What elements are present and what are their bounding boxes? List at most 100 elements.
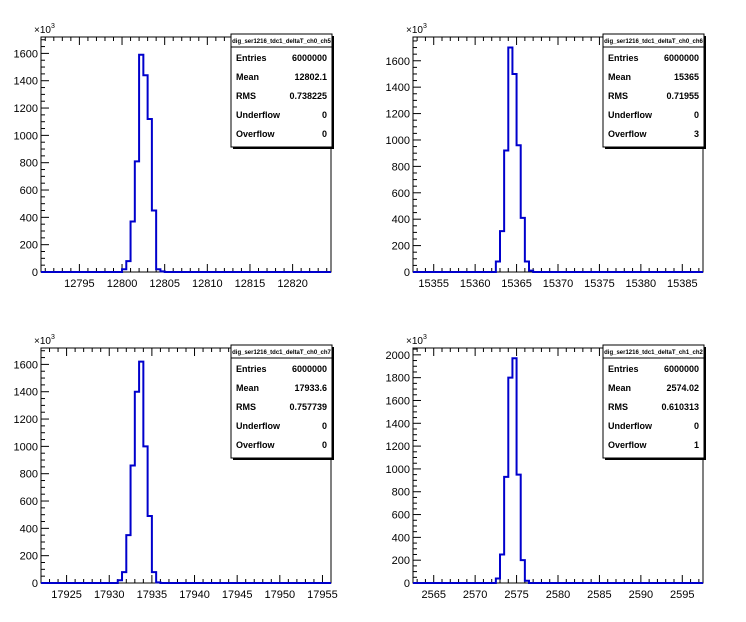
histogram-bin	[517, 475, 521, 583]
x-tick-label: 17950	[265, 589, 296, 601]
x-tick-label: 17940	[179, 589, 210, 601]
y-tick-label: 800	[392, 161, 410, 173]
histogram-bin	[152, 211, 156, 272]
stats-value: 0	[694, 110, 699, 120]
histogram-bin	[126, 535, 130, 583]
y-tick-label: 1600	[386, 395, 410, 407]
y-exponent-label: ×103	[34, 23, 55, 36]
y-tick-label: 400	[392, 532, 410, 544]
histogram-outline	[413, 357, 703, 584]
stats-label: Underflow	[608, 110, 653, 120]
stats-value: 0	[694, 421, 699, 431]
stats-label: Underflow	[608, 421, 653, 431]
x-tick-label: 2570	[463, 589, 487, 601]
exponent-base: ×10	[34, 336, 51, 347]
y-tick-label: 400	[20, 212, 38, 224]
y-tick-label: 1600	[14, 359, 38, 371]
y-tick-label: 200	[392, 555, 410, 567]
stats-value: 2574.02	[666, 383, 699, 393]
histogram-bin	[148, 516, 152, 583]
histogram-bin	[508, 48, 512, 272]
stats-label: Entries	[608, 364, 639, 374]
stats-label: RMS	[608, 91, 628, 101]
stats-value: 0	[322, 110, 327, 120]
x-tick-label: 17925	[51, 589, 82, 601]
x-tick-label: 2590	[629, 589, 653, 601]
histogram-panel: 12795 12800 12805 12810 12815 12820 0 200 400 600…	[14, 23, 334, 290]
stats-value: 6000000	[664, 364, 699, 374]
y-tick-label: 1400	[14, 76, 38, 88]
histogram-bin	[156, 582, 160, 583]
stats-label: Entries	[236, 364, 267, 374]
histogram-bin	[131, 221, 135, 272]
y-exponent-label: ×103	[34, 334, 55, 347]
histogram-bin	[135, 161, 139, 272]
y-tick-label: 200	[392, 241, 410, 253]
x-tick-label: 2585	[587, 589, 611, 601]
x-tick-label: 15365	[501, 278, 532, 290]
x-tick-label: 12820	[277, 278, 308, 290]
stats-label: RMS	[236, 402, 256, 412]
exponent-power: 3	[51, 334, 55, 341]
stats-value: 15365	[674, 72, 699, 82]
y-tick-label: 0	[404, 267, 410, 279]
y-tick-label: 200	[20, 240, 38, 252]
histogram-bin	[118, 580, 122, 583]
stats-label: Entries	[608, 53, 639, 63]
y-tick-label: 600	[20, 496, 38, 508]
stats-value: 0	[322, 440, 327, 450]
histogram-bin	[143, 75, 147, 272]
exponent-base: ×10	[34, 25, 51, 36]
y-tick-label: 0	[32, 578, 38, 590]
stats-value: 0	[322, 129, 327, 139]
y-tick-label: 1400	[386, 82, 410, 94]
y-tick-label: 1600	[386, 56, 410, 68]
x-tick-label: 2595	[670, 589, 694, 601]
histogram-bin	[504, 477, 508, 583]
histogram-outline	[41, 360, 331, 584]
histogram-bin	[143, 446, 147, 583]
histogram-panel: 2565 2570 2575 2580 2585 2590 2595 0 200 400 600 80…	[386, 334, 706, 601]
stats-value: 6000000	[292, 53, 327, 63]
x-tick-label: 17930	[94, 589, 125, 601]
histogram-bin	[131, 466, 135, 584]
x-tick-label: 15360	[460, 278, 491, 290]
x-tick-label: 12800	[107, 278, 138, 290]
histogram-panel: 17925 17930 17935 17940 17945 17950 17955 0 200 4…	[14, 334, 338, 601]
histogram-bin	[148, 119, 152, 272]
histogram-bin	[122, 572, 126, 583]
histogram-bin	[512, 358, 516, 583]
stats-value: 3	[694, 129, 699, 139]
exponent-power: 3	[423, 334, 427, 341]
stats-box	[602, 33, 705, 148]
stats-label: Mean	[236, 383, 259, 393]
stats-label: RMS	[236, 91, 256, 101]
exponent-base: ×10	[406, 336, 423, 347]
histogram-bin	[529, 271, 533, 272]
histogram-bin	[139, 55, 143, 272]
y-tick-label: 1200	[14, 414, 38, 426]
x-tick-label: 15375	[584, 278, 615, 290]
histogram-bin	[500, 554, 504, 583]
stats-value: 6000000	[292, 364, 327, 374]
stats-label: Underflow	[236, 421, 281, 431]
stats-label: Mean	[608, 72, 631, 82]
y-tick-label: 1000	[386, 135, 410, 147]
stats-label: Overflow	[236, 440, 276, 450]
y-tick-label: 800	[392, 487, 410, 499]
stats-title: dig_ser1216_tdc1_deltaT_ch0_ch5	[232, 39, 331, 45]
histogram-bin	[525, 261, 529, 272]
y-tick-label: 0	[404, 578, 410, 590]
y-exponent-label: ×103	[406, 334, 427, 347]
stats-value: 12802.1	[294, 72, 327, 82]
y-exponent-label: ×103	[406, 23, 427, 36]
x-tick-label: 15370	[543, 278, 574, 290]
y-tick-label: 1000	[14, 130, 38, 142]
x-tick-label: 12795	[64, 278, 95, 290]
x-tick-label: 12815	[235, 278, 266, 290]
histogram-bin	[512, 74, 516, 272]
x-tick-label: 17935	[137, 589, 168, 601]
histogram-panel: 15355 15360 15365 15370 15375 15380 15385 0 200 4…	[386, 23, 706, 290]
y-tick-label: 1400	[386, 418, 410, 430]
